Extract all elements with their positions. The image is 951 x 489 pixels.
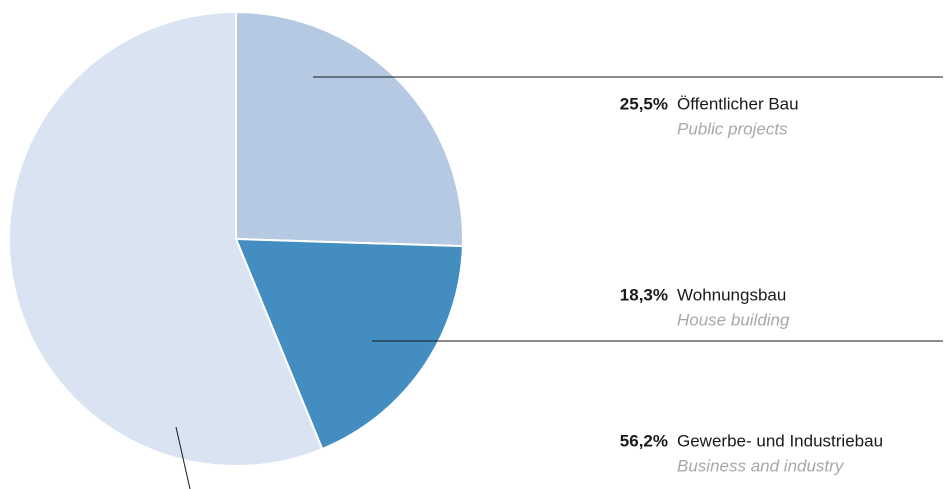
category-subtitle: Public projects — [677, 119, 788, 138]
pie-slice — [235, 10, 464, 248]
category-label: Öffentlicher Bau — [677, 94, 799, 113]
pie-slice — [8, 10, 324, 467]
pie-slice — [234, 237, 464, 451]
value-label: 56,2% — [620, 431, 668, 450]
category-subtitle: Business and industry — [677, 456, 845, 475]
value-label: 18,3% — [620, 285, 668, 304]
category-label: Wohnungsbau — [677, 285, 786, 304]
value-label: 25,5% — [620, 94, 668, 113]
category-subtitle: House building — [677, 310, 790, 329]
category-label: Gewerbe- und Industriebau — [677, 431, 883, 450]
leader-line — [175, 426, 191, 489]
